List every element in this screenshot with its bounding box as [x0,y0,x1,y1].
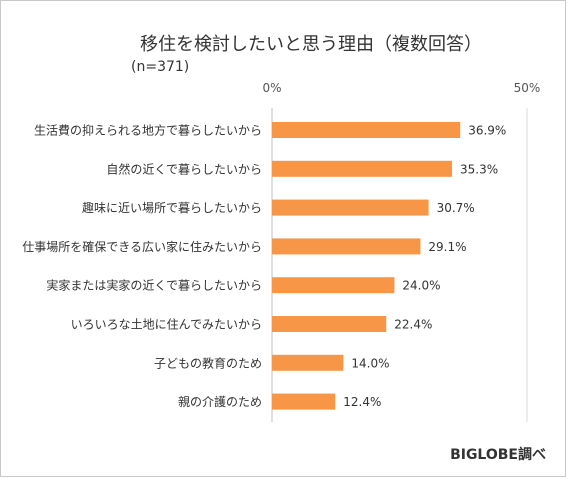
category-label: 子どもの教育のため [154,355,262,370]
bar-4 [272,238,421,255]
category-label: 仕事場所を確保できる広い家に住みたいから [22,239,262,254]
bar-3 [272,199,429,216]
value-label: 30.7% [437,201,475,215]
category-label: 親の介護のため [178,394,262,409]
value-label: 12.4% [343,395,381,409]
chart-subtitle: (n=371) [131,59,190,75]
x-tick-label: 50% [514,81,541,95]
category-label: 実家または実家の近くで暮らしたいから [46,278,262,293]
bar-2 [272,160,453,177]
category-label: 趣味に近い場所で暮らしたいから [82,200,262,215]
value-label: 24.0% [402,279,440,293]
bar-5 [272,277,395,294]
source-credit: BIGLOBE調べ [450,447,546,463]
category-label: 自然の近くで暮らしたいから [106,161,262,176]
value-label: 35.3% [460,162,498,176]
bar-1 [272,122,461,138]
category-label: いろいろな土地に住んでみたいから [71,318,262,332]
value-label: 36.9% [468,124,506,138]
value-label: 22.4% [394,318,432,332]
bar-6 [272,316,387,332]
value-label: 29.1% [428,240,466,254]
bar-7 [272,354,344,371]
category-label: 生活費の抑えられる地方で暮らしたいから [34,123,262,138]
chart-title: 移住を検討したいと思う理由（複数回答） [140,34,482,55]
value-label: 14.0% [351,356,389,370]
x-tick-label: 0% [262,81,281,95]
bar-8 [272,393,336,410]
